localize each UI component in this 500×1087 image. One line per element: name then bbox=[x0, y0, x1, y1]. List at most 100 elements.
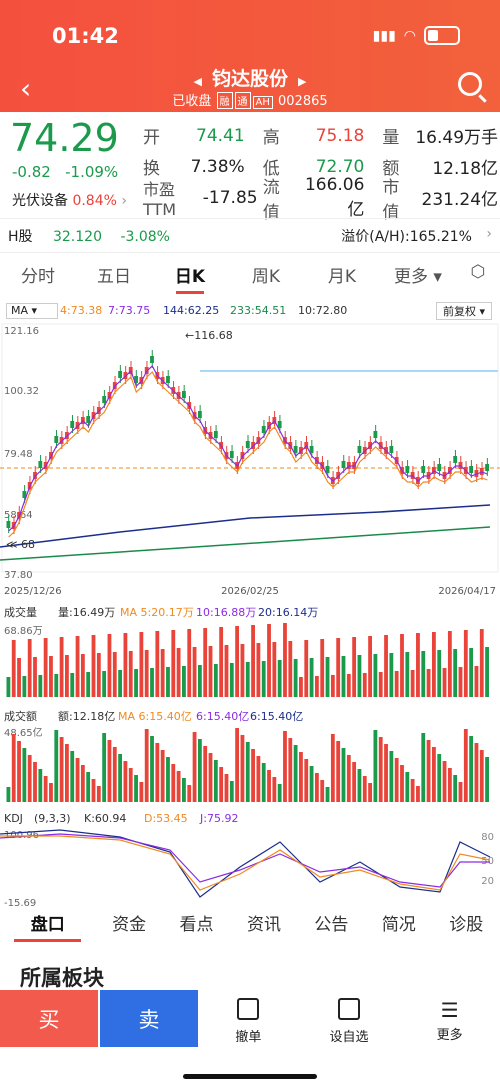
turnover-bar bbox=[410, 779, 415, 802]
sector-link[interactable]: 光伏设备 0.84% › bbox=[12, 190, 127, 210]
volume-bar bbox=[421, 651, 426, 697]
volume-bar bbox=[245, 662, 250, 697]
volume-bar bbox=[293, 659, 298, 697]
candle bbox=[166, 376, 170, 383]
detail-tab-4[interactable]: 公告 bbox=[314, 915, 349, 935]
hshare-price: 32.120 bbox=[52, 229, 102, 245]
search-icon[interactable] bbox=[458, 72, 482, 96]
hshare-label: H股 bbox=[8, 229, 33, 245]
detail-tab-6[interactable]: 诊股 bbox=[449, 915, 484, 935]
ma4-value: 4:73.38 bbox=[60, 304, 103, 317]
candle bbox=[197, 411, 202, 418]
turnover-bar bbox=[309, 766, 314, 802]
turnover-bar bbox=[80, 765, 85, 802]
turnover-bar bbox=[33, 762, 37, 802]
turnover-bar bbox=[304, 759, 309, 802]
quote-row: 开 74.41 高 75.18 量 16.49万手 bbox=[143, 120, 498, 151]
volume-bar bbox=[235, 626, 240, 697]
turnover-bar bbox=[384, 744, 388, 802]
volume-bar bbox=[442, 668, 447, 697]
tab-0[interactable]: 分时 bbox=[21, 267, 55, 287]
volume-bar bbox=[357, 655, 362, 697]
turnover-ymax: 48.65亿 bbox=[4, 726, 43, 739]
kdj-k: K:60.94 bbox=[84, 812, 126, 825]
detail-tab-1[interactable]: 资金 bbox=[112, 915, 147, 935]
volume-bar bbox=[176, 648, 181, 697]
tab-3[interactable]: 周K bbox=[251, 267, 281, 287]
turnover-bar bbox=[240, 735, 245, 802]
volume-bar bbox=[155, 631, 160, 697]
ma7-value: 7:73.75 bbox=[108, 304, 151, 317]
turnover-bar bbox=[283, 731, 287, 802]
ma-select[interactable]: MA ▾ bbox=[6, 303, 58, 319]
turnover-bar bbox=[320, 780, 325, 802]
kdj-params: (9,3,3) bbox=[34, 812, 71, 825]
status-icons: ▮▮▮ ◠ bbox=[373, 26, 460, 45]
tab-5[interactable]: 更多 ▾ bbox=[394, 267, 442, 287]
turnover-bar bbox=[341, 748, 346, 802]
volume-bar bbox=[267, 624, 271, 697]
volume-bar bbox=[38, 675, 43, 697]
quote-value: 72.70 bbox=[315, 156, 365, 177]
turnover-bar bbox=[416, 786, 420, 802]
stock-code: 002865 bbox=[278, 94, 328, 109]
back-icon[interactable]: ‹ bbox=[20, 72, 32, 105]
ah-tag: AH bbox=[252, 96, 273, 109]
detail-tab-5[interactable]: 简况 bbox=[381, 915, 416, 935]
volume-bar bbox=[479, 629, 484, 697]
candle bbox=[309, 446, 314, 453]
cancel-order-button[interactable]: 撤单 bbox=[198, 990, 299, 1087]
sell-button[interactable]: 卖 bbox=[100, 990, 198, 1047]
vol-title: 成交量 bbox=[4, 605, 37, 619]
add-watchlist-button[interactable]: 设自选 bbox=[299, 990, 400, 1087]
turnover-bar bbox=[458, 782, 463, 802]
turnover-title: 成交额 bbox=[4, 709, 37, 723]
candle bbox=[437, 464, 442, 471]
tab-4[interactable]: 月K bbox=[327, 267, 357, 287]
volume-bar bbox=[485, 647, 489, 697]
turnover-bar bbox=[229, 781, 234, 802]
turnover-bar bbox=[6, 787, 11, 802]
candle bbox=[453, 456, 458, 463]
battery-icon bbox=[424, 26, 460, 45]
volume-bar bbox=[410, 670, 415, 697]
turnover-bar bbox=[293, 745, 298, 802]
buy-button[interactable]: 买 bbox=[0, 990, 98, 1047]
volume-bar bbox=[80, 654, 85, 697]
action-bar: 买 卖 撤单 设自选 ☰ 更多 bbox=[0, 990, 500, 1087]
turnover-bar bbox=[267, 770, 271, 802]
detail-tab-2[interactable]: 看点 bbox=[179, 915, 214, 935]
candle bbox=[86, 416, 91, 423]
turnover-bar bbox=[182, 778, 186, 802]
volume-bar bbox=[17, 658, 21, 697]
settings-icon[interactable]: ⬡ bbox=[470, 262, 486, 282]
volume-bar bbox=[70, 673, 75, 697]
kdj-ref: 80 bbox=[481, 832, 494, 843]
turnover-bar bbox=[245, 742, 250, 802]
candle bbox=[118, 371, 123, 378]
candle bbox=[213, 431, 218, 438]
detail-tabs: 盘口 资金 看点 资讯 公告 简况 诊股 bbox=[0, 910, 500, 944]
prev-stock-icon[interactable]: ◀ bbox=[193, 75, 202, 88]
detail-tab-3[interactable]: 资讯 bbox=[246, 915, 281, 935]
more-button[interactable]: ☰ 更多 bbox=[399, 990, 500, 1087]
volume-bar bbox=[384, 635, 388, 697]
turnover-bar bbox=[330, 734, 335, 802]
y-axis-label: 37.80 bbox=[4, 570, 33, 581]
next-stock-icon[interactable]: ▶ bbox=[298, 75, 307, 88]
tab-1[interactable]: 五日 bbox=[97, 267, 131, 287]
hshare-row[interactable]: H股 32.120 -3.08% 溢价(A/H):165.21% › bbox=[8, 226, 492, 246]
adjust-select[interactable]: 前复权 ▾ bbox=[436, 302, 492, 320]
volume-bar bbox=[208, 646, 213, 697]
volume-bar bbox=[362, 673, 367, 697]
detail-tab-0[interactable]: 盘口 bbox=[14, 910, 82, 942]
volume-bar bbox=[261, 661, 266, 697]
sector-percent: 0.84% bbox=[72, 193, 117, 209]
quote-label: 市值 bbox=[382, 177, 400, 223]
kdj-d: D:53.45 bbox=[144, 812, 188, 825]
volume-bar bbox=[400, 634, 404, 697]
tab-2[interactable]: 日K bbox=[152, 262, 228, 292]
turnover-bar bbox=[485, 757, 489, 802]
turnover-bar bbox=[400, 765, 404, 802]
